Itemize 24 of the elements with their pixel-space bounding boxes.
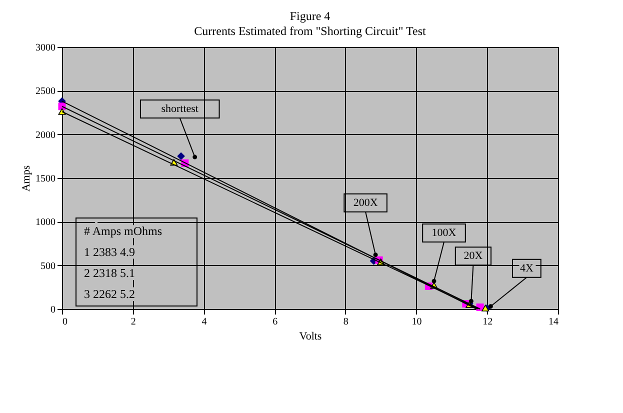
y-axis-title: Amps	[20, 165, 32, 192]
x-axis-title: Volts	[299, 330, 322, 342]
annotation: 20X	[464, 250, 483, 262]
y-tick-label: 2500	[36, 86, 56, 98]
y-tick-label: 500	[40, 260, 56, 272]
y-tick-label: 2000	[36, 130, 56, 141]
y-tick-label: 1500	[36, 174, 56, 184]
annotation: 200X	[353, 196, 378, 209]
x-tick-label: 10	[412, 316, 422, 328]
x-tick-label: 2	[130, 316, 136, 328]
annotation: 4X	[520, 262, 534, 274]
annotation: shorttest	[161, 103, 198, 116]
x-tick-label: 14	[548, 316, 558, 328]
x-tick-label: 6	[272, 316, 278, 328]
x-tick-label: 8	[343, 316, 348, 328]
annotation: 100X	[432, 227, 456, 240]
x-tick-label: 12	[482, 316, 493, 328]
y-tick-label: 1000	[36, 217, 56, 228]
y-tick-label: 0	[50, 304, 56, 316]
x-tick-label: 4	[202, 316, 207, 328]
x-tick-label: 0	[62, 316, 68, 328]
y-tick-label: 3000	[36, 42, 56, 54]
chart-title: Figure 4	[290, 9, 330, 23]
chart-subtitle: Currents Estimated from "Shorting Circuit" Test	[194, 24, 427, 38]
